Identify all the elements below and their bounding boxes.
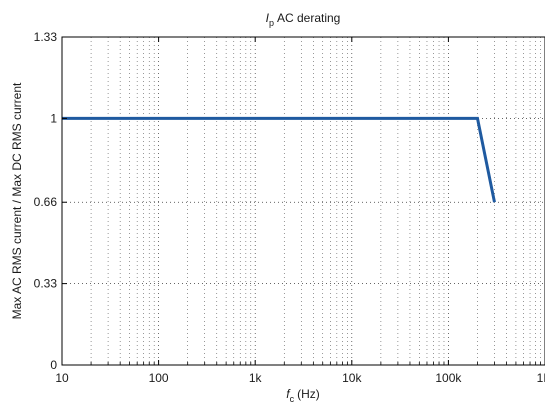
x-tick-label: 10k — [342, 371, 362, 385]
y-tick-label: 0.33 — [34, 277, 58, 291]
y-ticks: 0 0.33 0.66 1 1.33 — [34, 30, 67, 372]
x-ticks: 10 100 1k 10k 100k 1M — [55, 37, 545, 385]
y-tick-label: 1 — [50, 111, 57, 125]
x-tick-label: 10 — [55, 371, 69, 385]
y-tick-label: 0.66 — [34, 195, 58, 209]
series-line — [62, 116, 496, 203]
series-layer — [62, 116, 496, 203]
y-axis-label: Max AC RMS current / Max DC RMS current — [10, 82, 24, 319]
x-tick-label: 1M — [537, 371, 545, 385]
y-tick-label: 1.33 — [34, 30, 58, 44]
x-tick-label: 1k — [249, 371, 263, 385]
major-grid — [61, 36, 545, 366]
x-tick-label: 100k — [435, 371, 462, 385]
chart-title: Ip AC derating — [266, 11, 341, 28]
plot-frame — [61, 36, 545, 366]
x-axis-label: fc (Hz) — [286, 387, 320, 404]
y-tick-label: 0 — [50, 358, 57, 372]
x-tick-label: 100 — [149, 371, 169, 385]
